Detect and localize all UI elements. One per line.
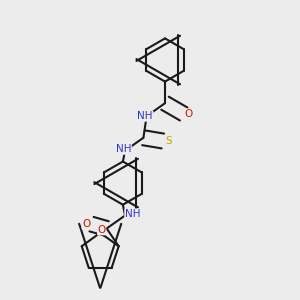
Text: NH: NH	[137, 111, 153, 121]
Text: NH: NH	[116, 144, 131, 154]
Text: O: O	[184, 109, 192, 119]
Text: NH: NH	[125, 209, 140, 219]
Text: O: O	[98, 225, 106, 235]
Text: S: S	[166, 136, 172, 146]
Text: O: O	[82, 219, 90, 229]
